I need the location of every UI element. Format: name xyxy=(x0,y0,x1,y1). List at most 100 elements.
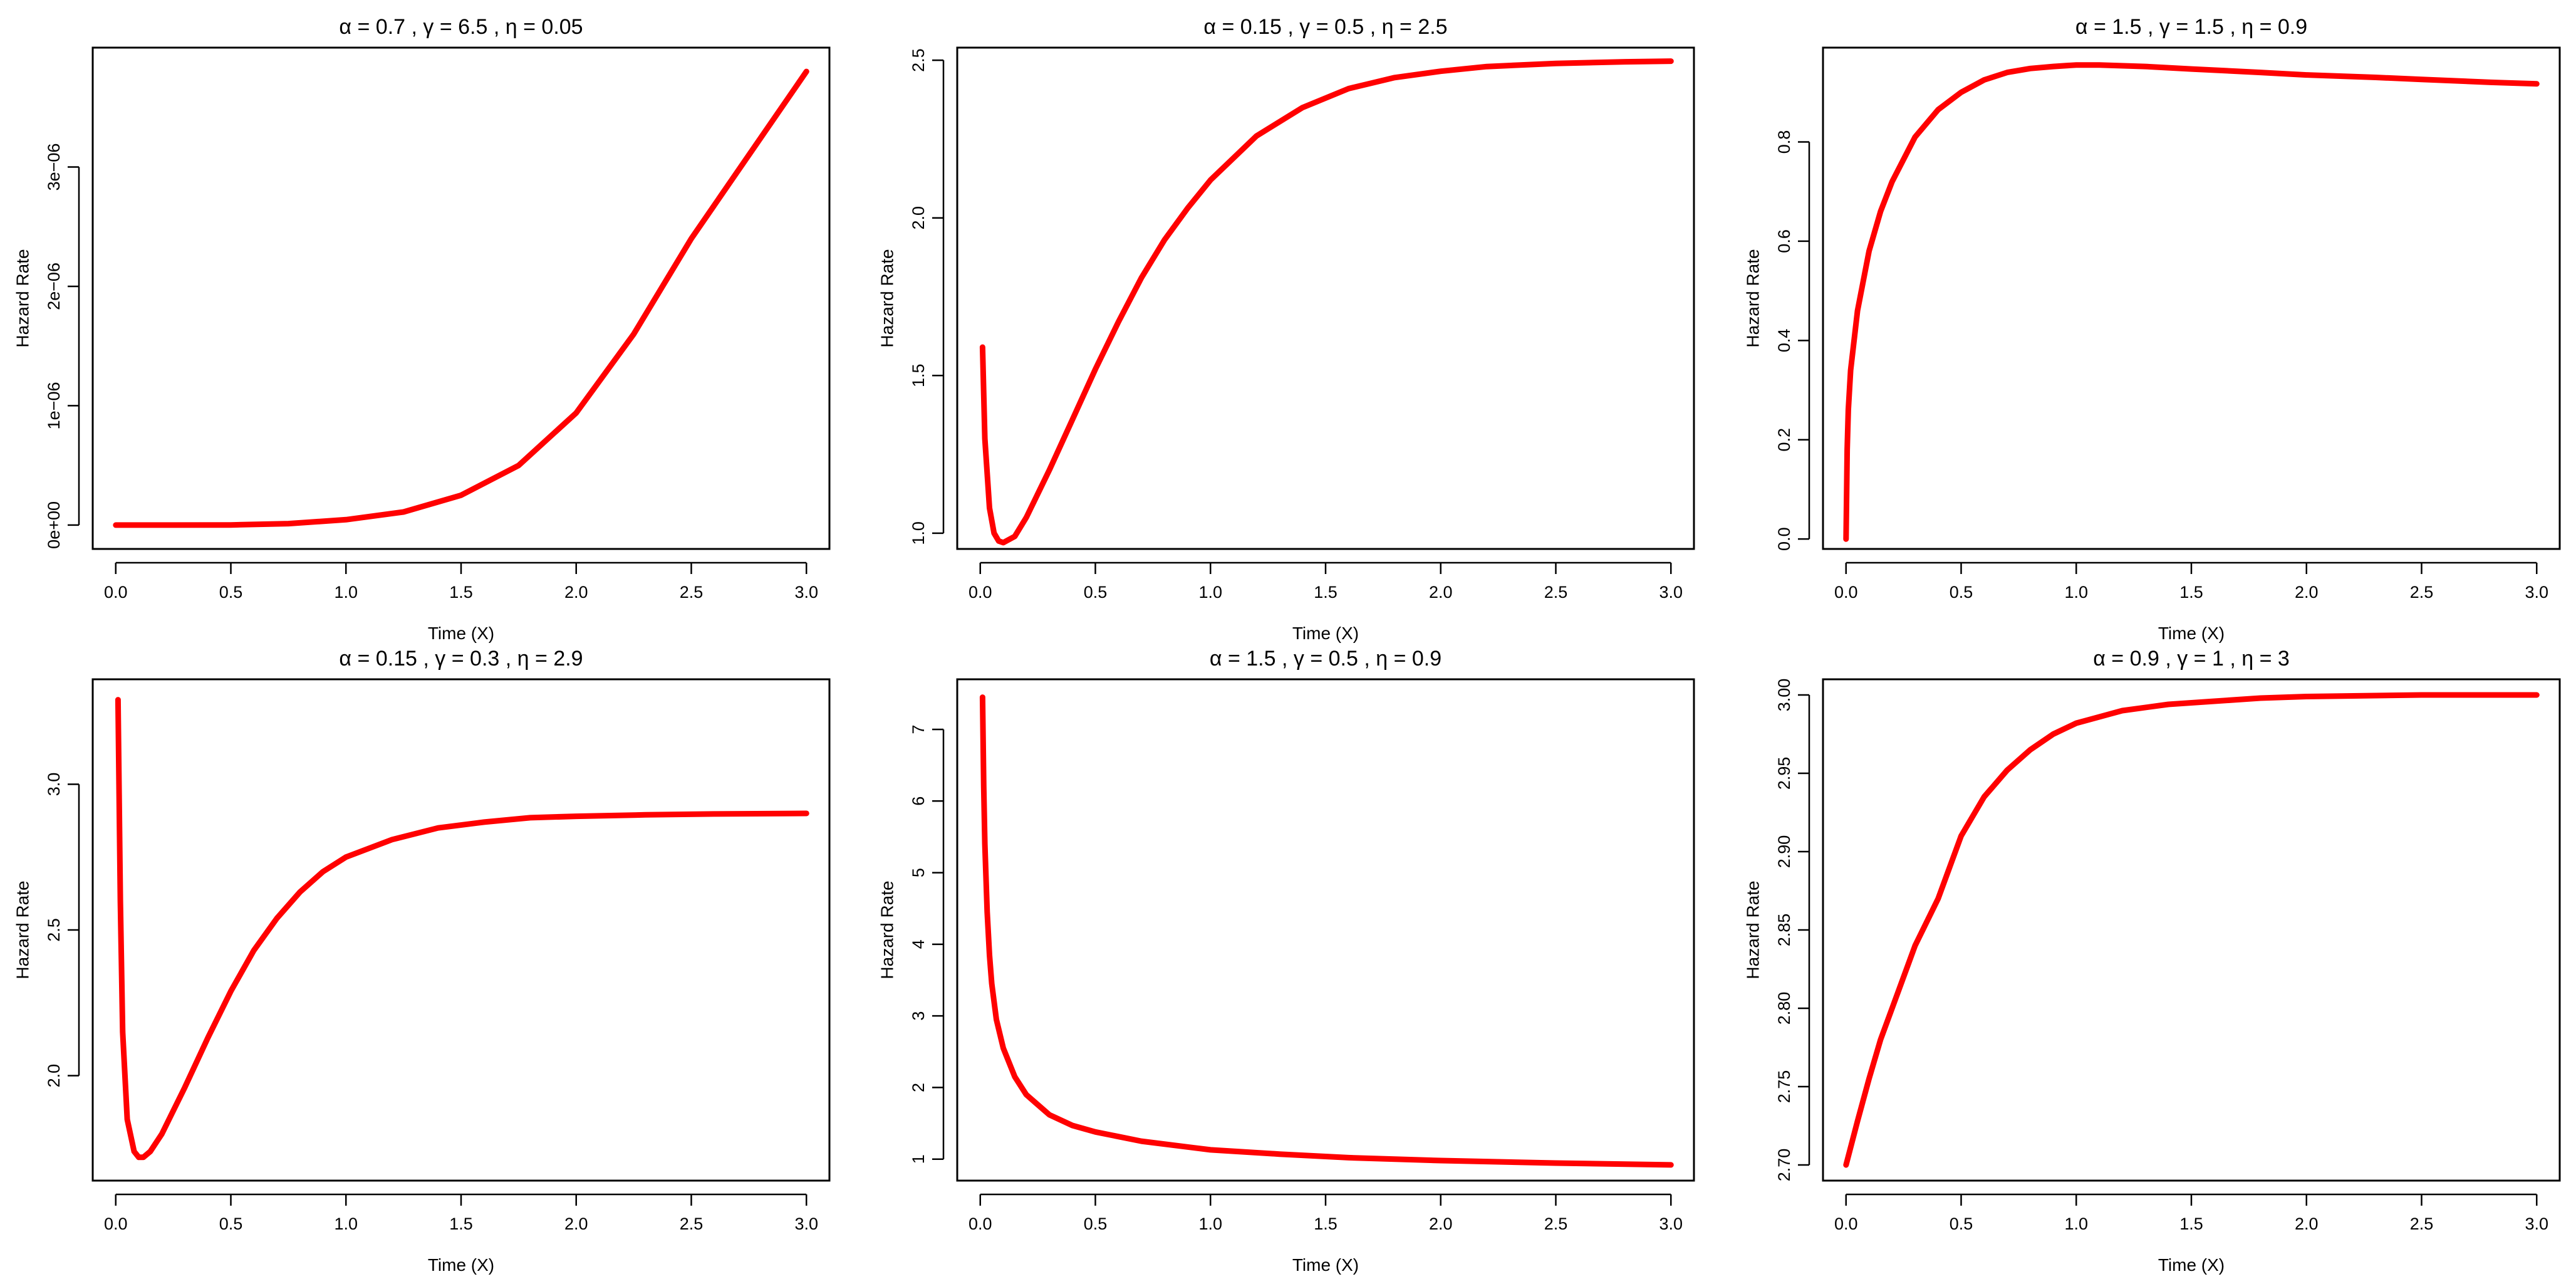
y-tick-label: 2.80 xyxy=(1775,992,1794,1025)
x-axis-label: Time (X) xyxy=(428,624,494,643)
y-tick-label: 1 xyxy=(909,1154,928,1164)
chart-title: α = 0.9 , γ = 1 , η = 3 xyxy=(2093,647,2290,671)
chart-title: α = 1.5 , γ = 0.5 , η = 0.9 xyxy=(1210,647,1441,671)
x-tick-label: 1.0 xyxy=(334,1214,358,1233)
plot-area xyxy=(1822,678,2561,1182)
y-axis-label: Hazard Rate xyxy=(1743,249,1763,347)
x-tick-label: 3.0 xyxy=(1659,1214,1683,1233)
x-tick-label: 0.5 xyxy=(1950,1214,1973,1233)
y-tick-label: 2.70 xyxy=(1775,1149,1794,1182)
x-tick-label: 1.0 xyxy=(2064,1214,2088,1233)
x-axis-label: Time (X) xyxy=(428,1255,494,1275)
x-tick-label: 2.5 xyxy=(1544,583,1568,602)
x-tick-label: 2.0 xyxy=(564,583,588,602)
x-tick-label: 3.0 xyxy=(794,1214,818,1233)
x-tick-label: 2.5 xyxy=(2410,1214,2434,1233)
x-tick-label: 0.0 xyxy=(104,583,128,602)
y-tick-label: 0e+00 xyxy=(44,501,63,549)
hazard-rate-line xyxy=(979,694,1674,1168)
y-axis-label: Hazard Rate xyxy=(1743,880,1763,979)
chart-panel-6: α = 0.9 , γ = 1 , η = 3 0.0 0.5 1.0 1.5 2.0 2.… xyxy=(1743,647,2561,1275)
plot-area xyxy=(956,46,1695,550)
chart-panel-1: α = 0.7 , γ = 6.5 , η = 0.05 0.0 0.5 1.0 1.5… xyxy=(13,15,831,643)
y-tick-label: 2.5 xyxy=(909,48,928,72)
x-tick-label: 2.5 xyxy=(680,583,704,602)
x-tick-label: 0.5 xyxy=(1950,583,1973,602)
chart-panel-5: α = 1.5 , γ = 0.5 , η = 0.9 0.0 0.5 1.0 1.5 2… xyxy=(878,647,1695,1275)
x-tick-label: 2.0 xyxy=(564,1214,588,1233)
x-tick-label: 3.0 xyxy=(1659,583,1683,602)
chart-title: α = 0.7 , γ = 6.5 , η = 0.05 xyxy=(339,15,583,39)
x-tick-label: 1.5 xyxy=(2179,583,2203,602)
x-tick-label: 0.5 xyxy=(1084,1214,1108,1233)
x-tick-label: 2.5 xyxy=(680,1214,704,1233)
plot-area xyxy=(91,678,831,1182)
x-tick-label: 1.0 xyxy=(1198,583,1222,602)
y-tick-label: 0.0 xyxy=(1775,527,1794,551)
x-tick-label: 1.5 xyxy=(1314,1214,1337,1233)
y-tick-label: 3 xyxy=(909,1011,928,1021)
y-tick-label: 7 xyxy=(909,724,928,734)
y-tick-label: 2.0 xyxy=(44,1064,63,1088)
x-tick-label: 2.5 xyxy=(2410,583,2434,602)
y-tick-label: 6 xyxy=(909,796,928,806)
x-tick-label: 0.0 xyxy=(104,1214,128,1233)
x-tick-label: 1.5 xyxy=(449,583,473,602)
x-axis-label: Time (X) xyxy=(1292,1255,1359,1275)
y-tick-label: 2.75 xyxy=(1775,1070,1794,1104)
y-tick-label: 3.00 xyxy=(1775,679,1794,712)
y-tick-label: 5 xyxy=(909,868,928,877)
x-tick-label: 1.0 xyxy=(334,583,358,602)
x-axis-label: Time (X) xyxy=(1292,624,1359,643)
y-tick-label: 2.90 xyxy=(1775,835,1794,869)
x-tick-label: 0.5 xyxy=(219,583,243,602)
y-tick-label: 0.4 xyxy=(1775,329,1794,353)
x-tick-label: 1.5 xyxy=(2179,1214,2203,1233)
y-tick-label: 2.95 xyxy=(1775,757,1794,790)
chart-panel-4: α = 0.15 , γ = 0.3 , η = 2.9 0.0 0.5 1.0 1.5… xyxy=(13,647,831,1275)
x-tick-label: 1.0 xyxy=(1198,1214,1222,1233)
y-tick-label: 3.0 xyxy=(44,773,63,796)
y-tick-label: 0.6 xyxy=(1775,229,1794,253)
x-tick-label: 2.0 xyxy=(2295,583,2319,602)
plot-area xyxy=(1822,46,2561,550)
x-tick-label: 0.0 xyxy=(1834,583,1858,602)
hazard-rate-line xyxy=(1843,62,2540,542)
y-tick-label: 3e−06 xyxy=(44,144,63,191)
x-tick-label: 0.0 xyxy=(969,583,992,602)
y-axis-label: Hazard Rate xyxy=(13,880,33,979)
y-tick-label: 2.0 xyxy=(909,206,928,230)
y-axis-label: Hazard Rate xyxy=(878,880,897,979)
y-tick-label: 2.5 xyxy=(44,918,63,942)
y-tick-label: 2.85 xyxy=(1775,914,1794,947)
x-tick-label: 0.0 xyxy=(1834,1214,1858,1233)
x-axis-label: Time (X) xyxy=(2158,624,2225,643)
y-tick-label: 0.2 xyxy=(1775,428,1794,452)
x-tick-label: 2.0 xyxy=(2295,1214,2319,1233)
y-tick-label: 1e−06 xyxy=(44,382,63,430)
y-tick-label: 2 xyxy=(909,1083,928,1092)
hazard-rate-line xyxy=(979,58,1674,546)
chart-panel-3: α = 1.5 , γ = 1.5 , η = 0.9 0.0 0.5 1.0 1.5 2… xyxy=(1743,15,2561,643)
plot-area xyxy=(956,678,1695,1182)
chart-title: α = 1.5 , γ = 1.5 , η = 0.9 xyxy=(2075,15,2307,39)
y-tick-label: 1.5 xyxy=(909,363,928,387)
plot-area xyxy=(91,46,831,550)
hazard-rate-line xyxy=(1843,692,2540,1168)
x-tick-label: 2.5 xyxy=(1544,1214,1568,1233)
chart-title: α = 0.15 , γ = 0.5 , η = 2.5 xyxy=(1203,15,1447,39)
y-axis-label: Hazard Rate xyxy=(13,249,33,347)
y-axis-label: Hazard Rate xyxy=(878,249,897,347)
y-tick-label: 2e−06 xyxy=(44,263,63,310)
x-tick-label: 2.0 xyxy=(1429,1214,1453,1233)
hazard-rate-line xyxy=(113,68,809,528)
x-tick-label: 3.0 xyxy=(794,583,818,602)
x-tick-label: 0.5 xyxy=(1084,583,1108,602)
y-tick-label: 0.8 xyxy=(1775,130,1794,154)
x-tick-label: 3.0 xyxy=(2525,1214,2548,1233)
y-tick-label: 4 xyxy=(909,939,928,949)
x-tick-label: 1.5 xyxy=(1314,583,1337,602)
hazard-rate-line xyxy=(115,697,809,1161)
chart-title: α = 0.15 , γ = 0.3 , η = 2.9 xyxy=(339,647,583,671)
